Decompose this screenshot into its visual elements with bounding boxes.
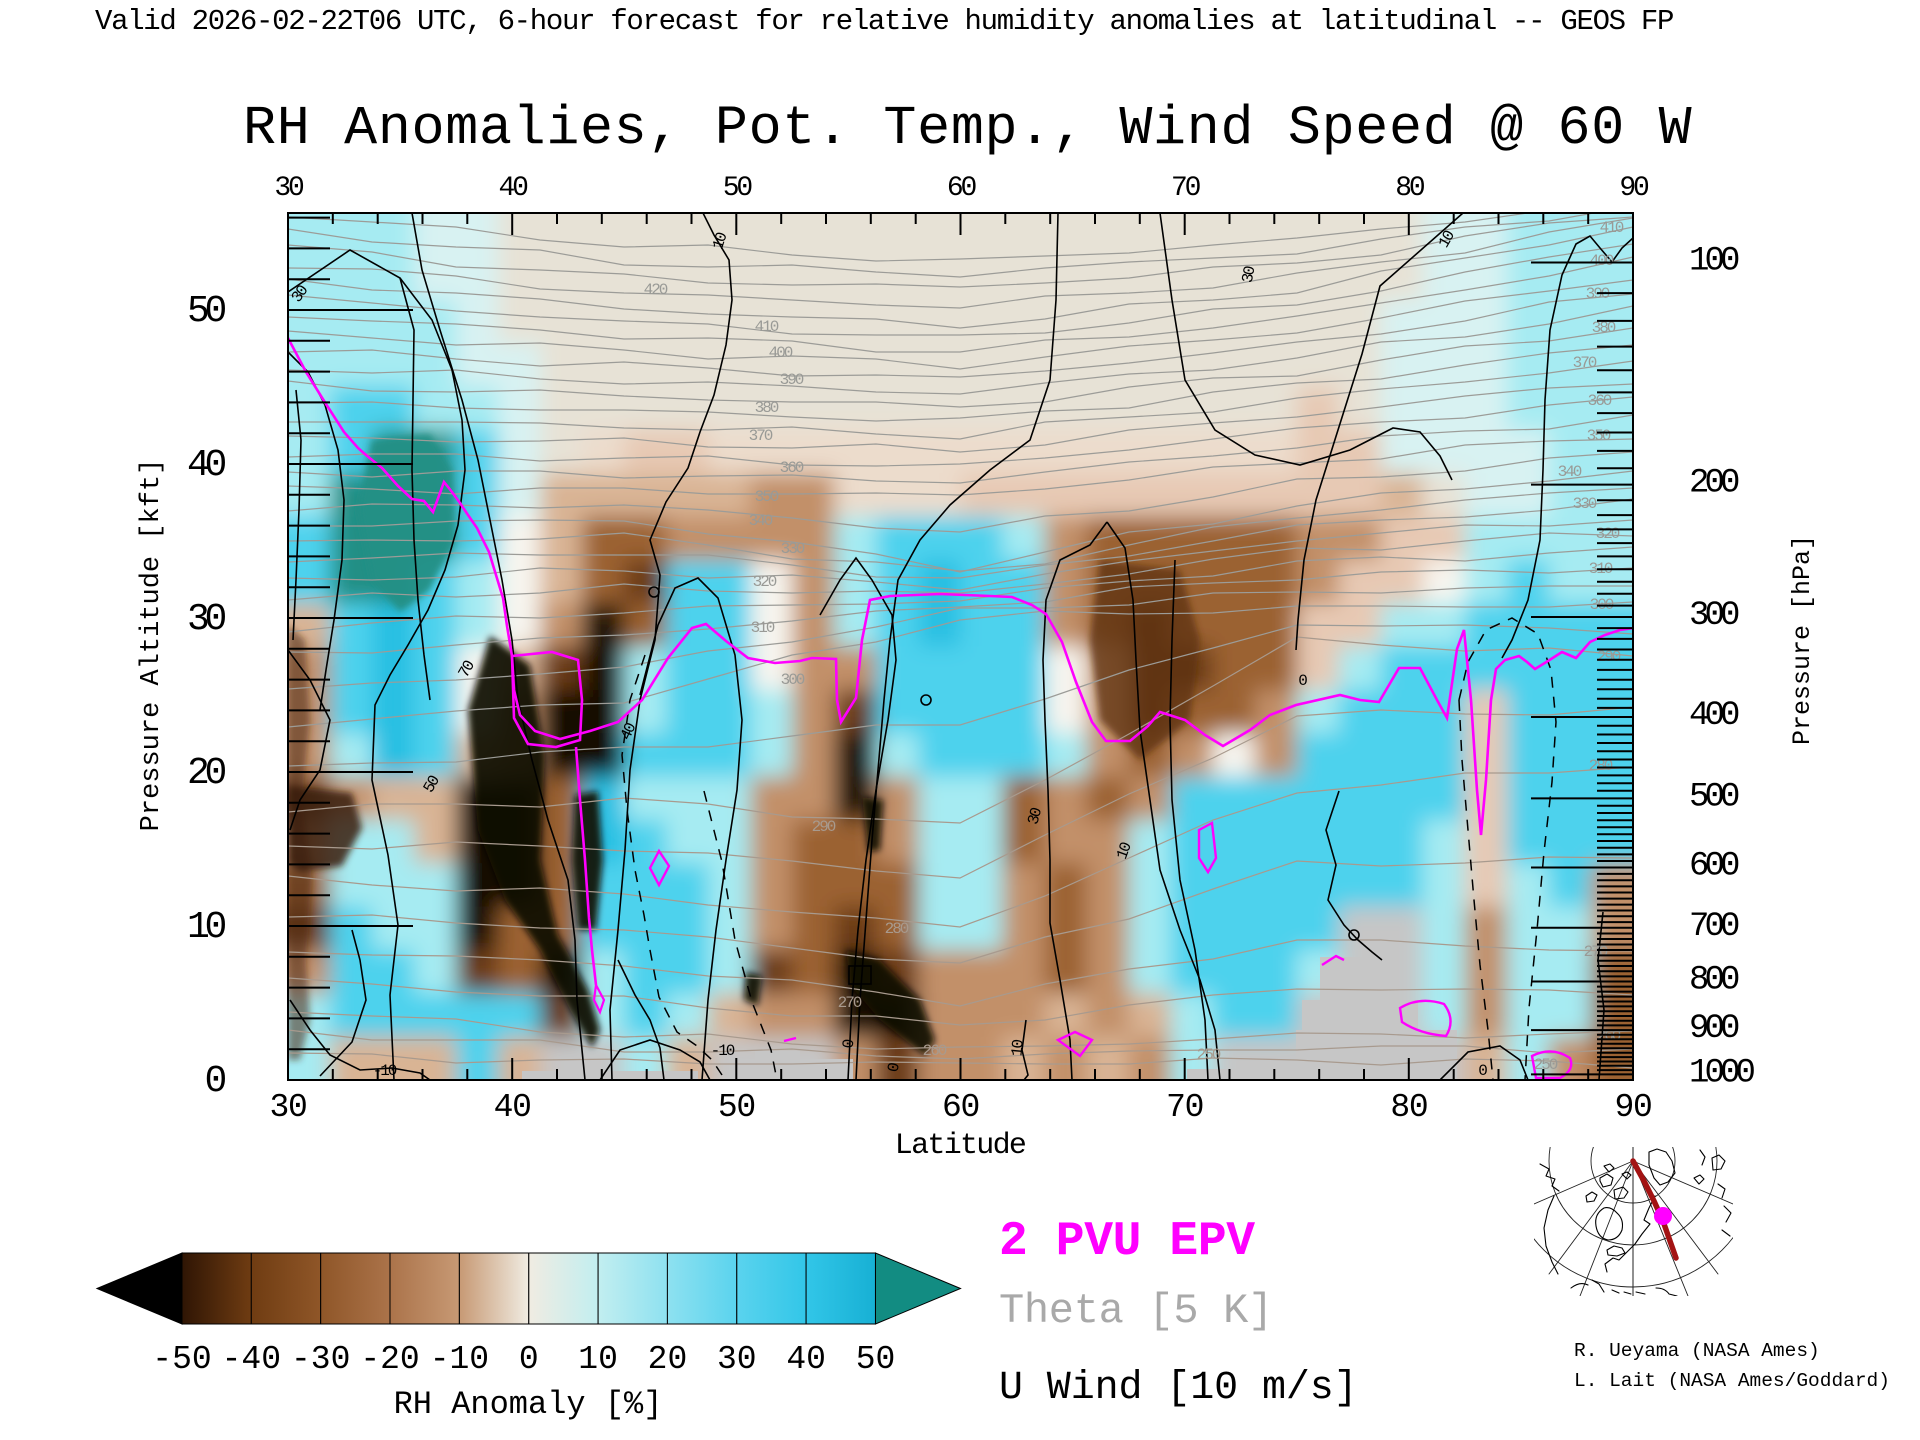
svg-text:320: 320 [753, 573, 777, 591]
svg-text:40: 40 [494, 1089, 531, 1126]
svg-text:390: 390 [780, 371, 804, 389]
svg-text:350: 350 [755, 488, 779, 506]
svg-text:-30: -30 [291, 1341, 350, 1378]
svg-text:10: 10 [578, 1341, 618, 1378]
svg-text:0: 0 [519, 1341, 539, 1378]
svg-text:20: 20 [187, 752, 226, 795]
svg-text:90: 90 [1614, 1089, 1651, 1126]
svg-text:50: 50 [187, 290, 226, 333]
svg-text:50: 50 [723, 173, 753, 204]
svg-text:900: 900 [1689, 1010, 1739, 1048]
svg-text:410: 410 [1600, 219, 1624, 237]
svg-text:260: 260 [923, 1042, 947, 1060]
svg-text:340: 340 [1558, 463, 1582, 481]
svg-text:500: 500 [1689, 778, 1739, 816]
svg-text:40: 40 [187, 444, 226, 487]
svg-text:RH Anomalies, Pot. Temp., Wind: RH Anomalies, Pot. Temp., Wind Speed @ 6… [243, 97, 1692, 160]
svg-text:330: 330 [781, 540, 805, 558]
svg-text:-10: -10 [373, 1062, 397, 1080]
svg-text:30: 30 [717, 1341, 757, 1378]
svg-text:280: 280 [1589, 757, 1613, 775]
svg-text:U Wind [10 m/s]: U Wind [10 m/s] [999, 1366, 1358, 1411]
svg-text:100: 100 [1689, 243, 1739, 281]
svg-text:350: 350 [1587, 427, 1611, 445]
svg-text:10: 10 [1008, 1039, 1027, 1057]
svg-text:50: 50 [718, 1089, 755, 1126]
svg-text:30: 30 [1239, 265, 1260, 284]
svg-text:30: 30 [1024, 806, 1046, 827]
svg-text:70: 70 [1171, 173, 1201, 204]
svg-text:400: 400 [769, 344, 793, 362]
svg-text:310: 310 [751, 619, 775, 637]
svg-text:Latitude: Latitude [895, 1129, 1026, 1163]
svg-text:300: 300 [781, 671, 805, 689]
svg-text:90: 90 [1619, 173, 1649, 204]
svg-text:330: 330 [1573, 495, 1597, 513]
svg-text:-10: -10 [711, 1042, 735, 1060]
svg-text:60: 60 [947, 173, 977, 204]
svg-text:250: 250 [1197, 1046, 1221, 1064]
svg-text:R. Ueyama (NASA Ames): R. Ueyama (NASA Ames) [1574, 1340, 1820, 1362]
svg-text:Valid 2026-02-22T06 UTC, 6-hou: Valid 2026-02-22T06 UTC, 6-hour forecast… [95, 5, 1673, 38]
svg-text:270: 270 [1584, 943, 1608, 961]
svg-text:30: 30 [269, 1089, 306, 1126]
svg-text:40: 40 [786, 1341, 826, 1378]
svg-text:360: 360 [780, 459, 804, 477]
svg-text:50: 50 [856, 1341, 896, 1378]
svg-text:10: 10 [709, 230, 731, 251]
svg-text:270: 270 [838, 994, 862, 1012]
svg-text:-20: -20 [360, 1341, 419, 1378]
svg-text:280: 280 [885, 920, 909, 938]
svg-text:380: 380 [1592, 319, 1616, 337]
svg-text:-10: -10 [430, 1341, 489, 1378]
svg-text:370: 370 [1573, 354, 1597, 372]
svg-text:300: 300 [1689, 597, 1739, 635]
svg-text:1000: 1000 [1689, 1054, 1755, 1092]
svg-text:340: 340 [749, 512, 773, 530]
svg-text:0: 0 [1478, 1062, 1487, 1080]
svg-text:Theta [5 K]: Theta [5 K] [999, 1287, 1273, 1335]
svg-text:600: 600 [1689, 847, 1739, 885]
svg-text:420: 420 [644, 281, 668, 299]
svg-text:410: 410 [755, 318, 779, 336]
svg-text:320: 320 [1596, 525, 1620, 543]
svg-text:60: 60 [942, 1089, 979, 1126]
svg-text:380: 380 [755, 399, 779, 417]
svg-text:80: 80 [1395, 173, 1425, 204]
svg-text:L. Lait (NASA Ames/Goddard): L. Lait (NASA Ames/Goddard) [1574, 1370, 1890, 1392]
svg-text:260: 260 [1597, 1027, 1621, 1045]
svg-text:-50: -50 [152, 1341, 211, 1378]
svg-text:40: 40 [499, 173, 529, 204]
svg-text:370: 370 [749, 427, 773, 445]
svg-text:80: 80 [1390, 1089, 1427, 1126]
svg-text:30: 30 [187, 598, 226, 641]
svg-text:400: 400 [1689, 697, 1739, 735]
svg-text:Pressure [hPa]: Pressure [hPa] [1788, 535, 1817, 745]
svg-text:200: 200 [1689, 465, 1739, 503]
svg-text:2 PVU EPV: 2 PVU EPV [999, 1215, 1255, 1269]
svg-text:70: 70 [1166, 1089, 1203, 1126]
svg-text:290: 290 [1597, 648, 1621, 666]
svg-text:250: 250 [1534, 1056, 1558, 1074]
svg-text:800: 800 [1689, 962, 1739, 1000]
svg-text:0: 0 [885, 1062, 904, 1074]
svg-text:0: 0 [840, 1039, 859, 1050]
svg-text:-40: -40 [222, 1341, 281, 1378]
svg-text:10: 10 [187, 906, 226, 949]
svg-text:700: 700 [1689, 908, 1739, 946]
svg-text:0: 0 [1298, 672, 1307, 690]
svg-text:400: 400 [1590, 252, 1614, 270]
svg-text:20: 20 [648, 1341, 688, 1378]
svg-text:RH Anomaly [%]: RH Anomaly [%] [394, 1386, 663, 1423]
svg-text:30: 30 [274, 173, 304, 204]
svg-text:360: 360 [1588, 392, 1612, 410]
svg-text:290: 290 [812, 818, 836, 836]
svg-text:Pressure Altitude [kft]: Pressure Altitude [kft] [137, 459, 167, 832]
